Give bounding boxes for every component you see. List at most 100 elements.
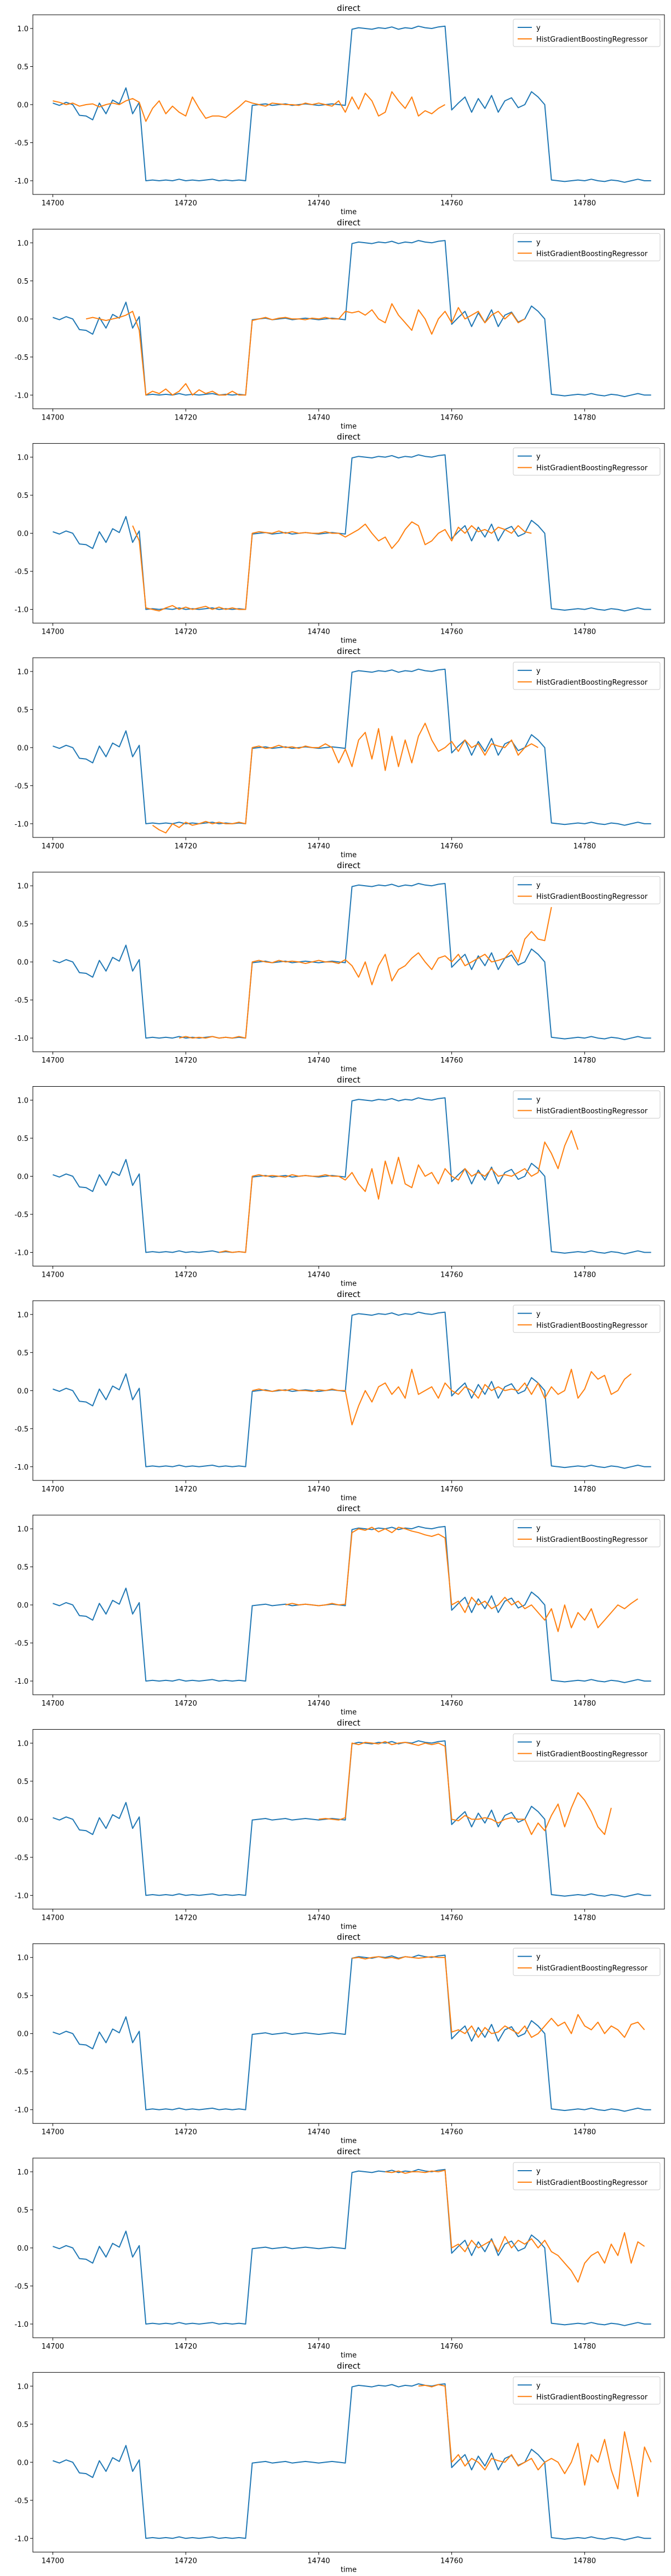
- x-tick-label: 14760: [440, 2343, 463, 2351]
- x-tick-label: 14780: [573, 1057, 596, 1065]
- y-tick-label: 0.5: [17, 1778, 28, 1786]
- legend-box: [513, 662, 661, 690]
- x-tick-label: 14760: [440, 199, 463, 208]
- y-tick-label: 1.0: [17, 2383, 28, 2391]
- y-tick-label: -1.0: [15, 2535, 28, 2543]
- y-tick-label: 1.0: [17, 1311, 28, 1319]
- x-tick-label: 14780: [573, 2343, 596, 2351]
- y-tick-label: 1.0: [17, 454, 28, 462]
- legend-label: HistGradientBoostingRegressor: [536, 1536, 648, 1544]
- chart-title: direct: [337, 1932, 360, 1942]
- x-tick-label: 14720: [174, 1914, 197, 1922]
- chart-panel: direct 14700 14720 14740 14760 14780 -1.0 -0.5 0…: [15, 860, 665, 1074]
- x-tick-label: 14740: [307, 1700, 330, 1708]
- chart-title: direct: [337, 860, 360, 870]
- y-tick-label: 1.0: [17, 25, 28, 33]
- y-tick-label: 0.5: [17, 921, 28, 929]
- x-axis-label: time: [341, 422, 357, 431]
- x-axis-label: time: [341, 851, 357, 859]
- chart-title: direct: [337, 217, 360, 227]
- y-tick-label: -0.5: [15, 139, 28, 147]
- legend-label: HistGradientBoostingRegressor: [536, 1322, 648, 1330]
- chart-title: direct: [337, 2361, 360, 2371]
- x-tick-label: 14740: [307, 2343, 330, 2351]
- x-tick-label: 14720: [174, 199, 197, 208]
- x-tick-label: 14760: [440, 842, 463, 851]
- y-tick-label: 1.0: [17, 1954, 28, 1963]
- legend-label: y: [536, 453, 541, 461]
- legend-box: [513, 1733, 661, 1762]
- y-tick-label: -1.0: [15, 2107, 28, 2115]
- legend-box: [513, 447, 661, 476]
- y-tick-label: 1.0: [17, 1525, 28, 1534]
- legend: y HistGradientBoostingRegressor: [513, 662, 661, 690]
- legend: y HistGradientBoostingRegressor: [513, 2376, 661, 2405]
- series-line-prediction: [418, 2384, 652, 2497]
- y-tick-label: 0.0: [17, 1387, 28, 1396]
- y-tick-label: -0.5: [15, 782, 28, 790]
- legend: y HistGradientBoostingRegressor: [513, 233, 661, 261]
- chart-panel: direct 14700 14720 14740 14760 14780 -1.0 -0.5 0…: [15, 1718, 665, 1931]
- x-tick-label: 14700: [42, 414, 64, 422]
- x-tick-label: 14700: [42, 1485, 64, 1494]
- x-tick-label: 14720: [174, 1700, 197, 1708]
- x-axis-label: time: [341, 2137, 357, 2145]
- y-tick-label: 0.0: [17, 2030, 28, 2039]
- x-tick-label: 14760: [440, 1271, 463, 1280]
- x-tick-label: 14700: [42, 842, 64, 851]
- y-tick-label: -1.0: [15, 821, 28, 829]
- x-axis-label: time: [341, 208, 357, 216]
- y-tick-label: 1.0: [17, 882, 28, 891]
- legend-label: HistGradientBoostingRegressor: [536, 250, 648, 258]
- x-tick-label: 14740: [307, 628, 330, 636]
- legend-label: y: [536, 1096, 541, 1104]
- x-tick-label: 14740: [307, 2129, 330, 2137]
- x-axis-label: time: [341, 1923, 357, 1931]
- x-tick-label: 14780: [573, 199, 596, 208]
- series-line-y: [53, 1525, 651, 1683]
- y-tick-label: -1.0: [15, 2321, 28, 2329]
- legend: y HistGradientBoostingRegressor: [513, 1948, 661, 1976]
- chart-panel: direct 14700 14720 14740 14760 14780 -1.0 -0.5 0…: [15, 1289, 665, 1502]
- legend-box: [513, 1091, 661, 1118]
- y-tick-label: -0.5: [15, 1211, 28, 1219]
- y-tick-label: 0.0: [17, 101, 28, 110]
- y-tick-label: -1.0: [15, 1678, 28, 1686]
- series-line-prediction: [285, 1527, 639, 1632]
- x-tick-label: 14720: [174, 1271, 197, 1280]
- x-tick-label: 14700: [42, 628, 64, 636]
- y-tick-label: -1.0: [15, 177, 28, 186]
- legend: y HistGradientBoostingRegressor: [513, 1733, 661, 1762]
- legend-label: HistGradientBoostingRegressor: [536, 2179, 648, 2187]
- x-tick-label: 14700: [42, 1271, 64, 1280]
- x-tick-label: 14760: [440, 1914, 463, 1922]
- y-tick-label: 1.0: [17, 668, 28, 676]
- legend-label: y: [536, 24, 541, 32]
- series-line-prediction: [352, 1956, 645, 2038]
- y-tick-label: 1.0: [17, 239, 28, 248]
- series-line-prediction: [53, 91, 445, 122]
- series-line-y: [53, 1740, 651, 1898]
- chart-title: direct: [337, 1718, 360, 1728]
- chart-panel: direct 14700 14720 14740 14760 14780 -1.0 -0.5 0…: [15, 2147, 665, 2360]
- series-line-prediction: [252, 1368, 632, 1426]
- y-tick-label: -1.0: [15, 1464, 28, 1472]
- y-tick-label: -1.0: [15, 1249, 28, 1257]
- legend: y HistGradientBoostingRegressor: [513, 2162, 661, 2190]
- y-tick-label: 0.0: [17, 315, 28, 324]
- legend-label: y: [536, 2167, 541, 2176]
- legend-label: y: [536, 667, 541, 675]
- y-tick-label: 0.5: [17, 1135, 28, 1143]
- chart-title: direct: [337, 3, 360, 13]
- y-tick-label: -1.0: [15, 1035, 28, 1043]
- chart-title: direct: [337, 1075, 360, 1085]
- x-tick-label: 14760: [440, 628, 463, 636]
- x-tick-label: 14720: [174, 2129, 197, 2137]
- y-tick-label: 0.0: [17, 530, 28, 538]
- y-tick-label: 0.5: [17, 2207, 28, 2215]
- x-axis-label: time: [341, 1708, 357, 1717]
- series-line-prediction: [219, 1130, 579, 1253]
- chart-panel: direct 14700 14720 14740 14760 14780 -1.0 -0.5 0…: [15, 1932, 665, 2145]
- chart-panel: direct 14700 14720 14740 14760 14780 -1.0 -0.5 0…: [15, 432, 665, 645]
